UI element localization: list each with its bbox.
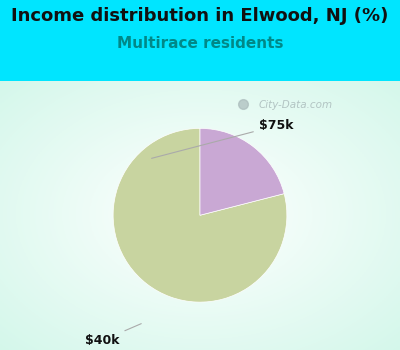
Text: Multirace residents: Multirace residents — [117, 36, 283, 51]
Text: $40k: $40k — [85, 324, 141, 347]
Text: City-Data.com: City-Data.com — [259, 100, 333, 110]
Text: $75k: $75k — [152, 119, 293, 158]
Wedge shape — [200, 128, 284, 215]
Text: Income distribution in Elwood, NJ (%): Income distribution in Elwood, NJ (%) — [11, 7, 389, 25]
Wedge shape — [113, 128, 287, 302]
